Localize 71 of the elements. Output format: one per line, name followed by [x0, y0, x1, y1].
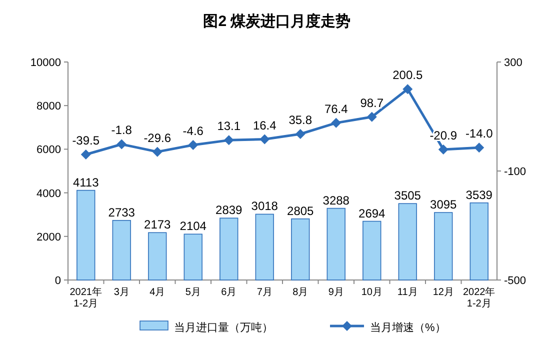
data-label: 3539: [466, 188, 493, 202]
point: [116, 139, 127, 150]
y-tick-label: 4000: [36, 188, 61, 200]
point: [224, 135, 234, 146]
y-tick-label: 2000: [36, 231, 61, 244]
x-tick-label: 4月: [150, 287, 166, 298]
y2-tick-label: -500: [504, 275, 526, 287]
bar: [255, 214, 274, 280]
data-label: 3288: [322, 193, 350, 208]
legend-label: 当月增速（%）: [370, 321, 446, 334]
x-tick-label: 8月: [292, 287, 308, 298]
data-label: 76.4: [324, 102, 348, 116]
x-tick-label: 6月: [221, 287, 237, 298]
point: [188, 140, 198, 150]
data-label: 2173: [144, 218, 172, 232]
bar: [184, 234, 202, 280]
bar: [148, 232, 167, 280]
bar: [362, 220, 382, 280]
point: [331, 118, 342, 128]
x-tick-label: 3月: [114, 287, 130, 298]
data-label: 13.1: [217, 119, 241, 134]
x-tick-label: 12月: [432, 287, 454, 298]
data-label: 16.4: [252, 118, 277, 132]
bar: [112, 220, 131, 280]
data-label: 2805: [287, 204, 314, 218]
data-label: 2104: [180, 219, 207, 234]
chart-title: 图2 煤炭进口月度走势: [203, 12, 351, 30]
y-tick-label: 0: [54, 275, 61, 287]
data-label: 4113: [72, 175, 100, 190]
data-label: -29.6: [144, 130, 172, 145]
y2-tick-label: -100: [504, 166, 526, 178]
bar: [398, 203, 417, 280]
data-label: 98.7: [360, 96, 384, 110]
data-label: 3095: [430, 198, 458, 212]
x-tick-label: 9月: [328, 287, 344, 298]
point: [474, 142, 484, 153]
bar: [434, 212, 453, 280]
bar: [76, 190, 96, 280]
x-tick-label: 11月: [397, 287, 418, 298]
data-label: 2733: [108, 205, 136, 220]
data-label: -4.6: [182, 124, 204, 138]
point: [295, 128, 306, 139]
y2-tick-label: 300: [504, 57, 522, 69]
bar: [291, 218, 310, 280]
x-tick-label: 10月: [361, 287, 382, 298]
x-tick-label: 2021年 1-2月: [70, 286, 102, 310]
x-tick-label: 5月: [185, 287, 201, 298]
data-label: 35.8: [288, 112, 312, 127]
x-tick-label: 7月: [256, 287, 272, 298]
y-tick-label: 6000: [36, 144, 61, 156]
legend-label: 当月进口量（万吨）: [174, 321, 273, 334]
data-label: 2694: [358, 206, 386, 220]
data-label: 3018: [251, 199, 278, 214]
data-label: 2839: [216, 203, 243, 218]
bar: [326, 208, 346, 280]
bar: [470, 202, 488, 280]
y-tick-label: 10000: [30, 57, 61, 69]
bar: [220, 218, 238, 280]
x-tick-label: 2022年 1-2月: [463, 286, 496, 310]
data-label: -1.8: [111, 123, 132, 138]
data-label: -39.5: [72, 134, 100, 148]
data-label: 200.5: [392, 68, 423, 82]
y-tick-label: 8000: [36, 100, 61, 113]
data-label: 3505: [394, 188, 422, 203]
point: [438, 144, 448, 154]
point: [152, 146, 162, 157]
point: [366, 112, 377, 122]
point: [80, 150, 91, 160]
point: [260, 134, 270, 144]
point: [402, 84, 413, 94]
data-label: -14.0: [465, 126, 494, 141]
